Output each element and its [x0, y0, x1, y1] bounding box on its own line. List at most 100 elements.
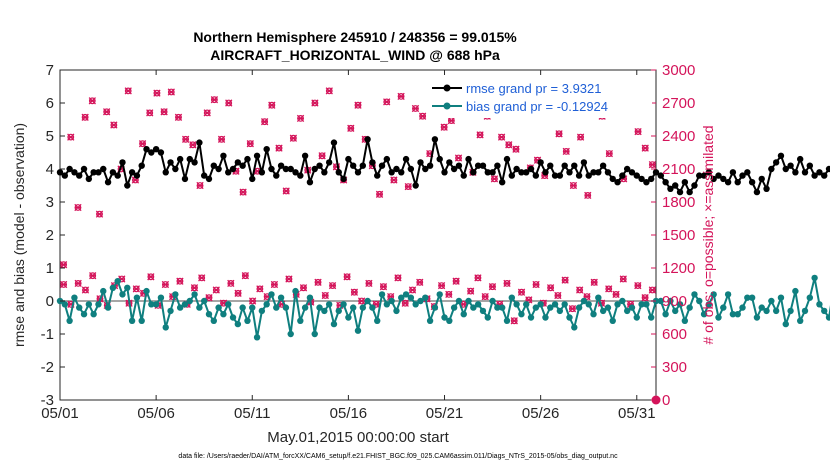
- obs-assimilated-marker: [225, 99, 233, 107]
- bias-point: [527, 314, 535, 321]
- bias-point: [628, 304, 636, 311]
- rmse-point: [287, 165, 294, 173]
- rmse-point: [282, 165, 290, 173]
- bias-point: [349, 304, 357, 311]
- rmse-point: [412, 182, 419, 189]
- obs-assimilated-marker: [561, 276, 569, 284]
- bias-point: [518, 311, 525, 318]
- bias-point: [753, 314, 761, 321]
- rmse-point: [628, 169, 636, 176]
- rmse-point: [446, 159, 453, 166]
- bias-point: [138, 317, 145, 324]
- obs-assimilated-marker: [138, 140, 147, 148]
- rmse-point: [700, 172, 708, 179]
- bias-point: [537, 301, 544, 308]
- rmse-point: [455, 162, 463, 169]
- rmse-point: [76, 172, 83, 179]
- rmse-point: [258, 169, 266, 176]
- rmse-point: [518, 169, 525, 176]
- obs-assimilated-marker: [212, 286, 220, 294]
- bias-point: [744, 294, 751, 301]
- rmse-point: [239, 162, 246, 169]
- rmse-point: [292, 169, 299, 176]
- rmse-point: [556, 172, 564, 179]
- bias-point: [311, 330, 318, 338]
- bias-point: [513, 301, 520, 308]
- rmse-point: [321, 169, 328, 176]
- rmse-point: [114, 172, 121, 179]
- obs-assimilated-marker: [510, 317, 518, 325]
- rmse-point: [806, 162, 814, 169]
- obs-assimilated-marker: [584, 191, 592, 200]
- rmse-point: [167, 159, 174, 166]
- data-file-footer: data file: /Users/raeder/DAI/ATM_forcXX/…: [178, 453, 618, 460]
- rmse-point: [210, 162, 218, 169]
- bias-point: [772, 307, 780, 315]
- bias-point: [662, 311, 669, 318]
- obs-assimilated-marker: [497, 133, 506, 141]
- bias-point: [710, 291, 717, 298]
- obs-assimilated-marker: [634, 127, 642, 136]
- bias-point: [465, 297, 472, 305]
- rmse-point: [470, 169, 477, 176]
- rmse-point: [422, 165, 429, 173]
- rmse-point: [311, 165, 318, 173]
- obs-assimilated-marker: [619, 275, 627, 283]
- bias-point: [821, 307, 828, 315]
- rmse-point: [431, 136, 439, 143]
- rmse-point: [696, 172, 703, 179]
- rmse-point: [609, 175, 616, 183]
- right-tick-label: 900: [662, 293, 687, 310]
- rmse-point: [109, 169, 117, 176]
- bias-point: [657, 297, 665, 305]
- obs-assimilated-marker: [285, 275, 293, 283]
- bias-point: [316, 304, 323, 311]
- bias-point: [402, 291, 410, 298]
- rmse-point: [571, 162, 578, 169]
- bias-point: [489, 297, 496, 305]
- rmse-point: [71, 169, 78, 176]
- bias-point: [796, 317, 804, 324]
- obs-assimilated-marker: [167, 88, 175, 96]
- bias-point: [441, 314, 448, 321]
- left-tick-label: 2: [46, 227, 54, 244]
- rmse-point: [393, 165, 400, 173]
- bias-point: [758, 304, 765, 311]
- bias-point: [388, 297, 395, 305]
- rmse-point: [340, 175, 347, 183]
- bias-point: [287, 330, 294, 338]
- rmse-point: [234, 159, 242, 166]
- bias-point: [494, 304, 501, 311]
- rmse-point: [138, 162, 145, 169]
- obs-assimilated-marker: [418, 112, 427, 120]
- rmse-point: [220, 152, 227, 159]
- bias-point: [374, 317, 381, 324]
- left-tick-label: 3: [46, 194, 54, 211]
- bias-point: [167, 307, 174, 315]
- bias-point: [503, 317, 511, 324]
- bias-point: [383, 301, 391, 308]
- obs-assimilated-marker: [379, 283, 388, 291]
- rmse-point: [599, 162, 607, 169]
- obs-assimilated-marker: [404, 182, 412, 191]
- left-axis-ticks: -3 -2 -1 0 1 2 3 4 5 6 7: [41, 62, 65, 409]
- rmse-point: [402, 155, 410, 163]
- rmse-point: [657, 172, 665, 179]
- rmse-point: [484, 169, 491, 176]
- right-tick-label: 3000: [662, 62, 695, 79]
- obs-assimilated-marker: [411, 104, 420, 113]
- obs-assimilated-marker: [546, 284, 555, 292]
- rmse-point: [551, 172, 559, 179]
- legend: rmse grand pr = 3.9321 bias grand pr = -…: [430, 76, 652, 118]
- rmse-point: [301, 152, 309, 159]
- obs-assimilated-marker: [88, 97, 96, 105]
- bias-point: [696, 297, 703, 305]
- bias-point: [225, 301, 232, 308]
- obs-assimilated-marker: [416, 278, 424, 286]
- bias-point: [825, 314, 830, 321]
- rmse-point: [542, 169, 549, 176]
- rmse-point: [191, 159, 198, 166]
- bias-point: [186, 297, 193, 305]
- bias-point: [566, 314, 573, 321]
- bias-point: [782, 320, 789, 328]
